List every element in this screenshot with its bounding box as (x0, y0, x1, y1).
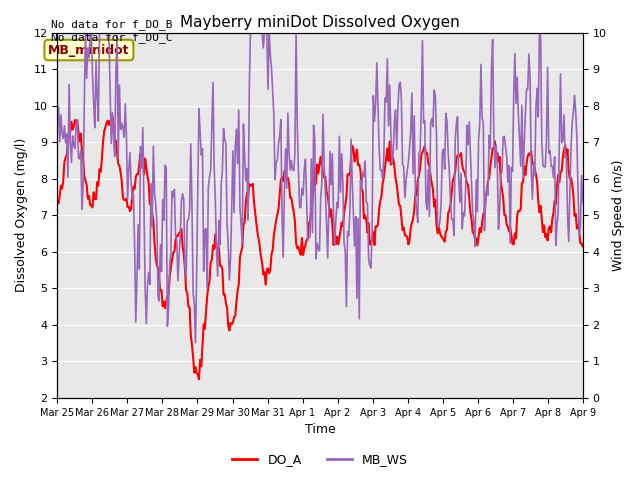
DO_A (195, 376, 203, 382)
MB_WS (82, 30, 90, 36)
DO_A (573, 226, 580, 231)
DO_A (559, 155, 566, 160)
Legend: DO_A, MB_WS: DO_A, MB_WS (227, 448, 413, 471)
DO_A (113, 150, 121, 156)
MB_WS (436, 218, 444, 224)
MB_WS (579, 200, 587, 205)
Y-axis label: Dissolved Oxygen (mg/l): Dissolved Oxygen (mg/l) (15, 138, 28, 292)
Line: DO_A: DO_A (58, 117, 583, 379)
Text: MB_minidot: MB_minidot (48, 44, 130, 57)
MB_WS (559, 138, 566, 144)
DO_A (352, 154, 360, 159)
MB_WS (113, 33, 121, 39)
Text: No data for f_DO_B
No data for f_DO_C: No data for f_DO_B No data for f_DO_C (51, 19, 173, 43)
DO_A (54, 199, 61, 204)
MB_WS (352, 214, 360, 219)
DO_A (143, 165, 150, 170)
Y-axis label: Wind Speed (m/s): Wind Speed (m/s) (612, 159, 625, 271)
MB_WS (573, 135, 580, 141)
DO_A (579, 244, 587, 250)
MB_WS (191, 340, 199, 346)
Title: Mayberry miniDot Dissolved Oxygen: Mayberry miniDot Dissolved Oxygen (180, 15, 460, 30)
X-axis label: Time: Time (305, 423, 335, 436)
DO_A (436, 230, 444, 236)
DO_A (109, 114, 116, 120)
MB_WS (54, 122, 61, 128)
MB_WS (143, 321, 150, 326)
Line: MB_WS: MB_WS (58, 33, 583, 343)
